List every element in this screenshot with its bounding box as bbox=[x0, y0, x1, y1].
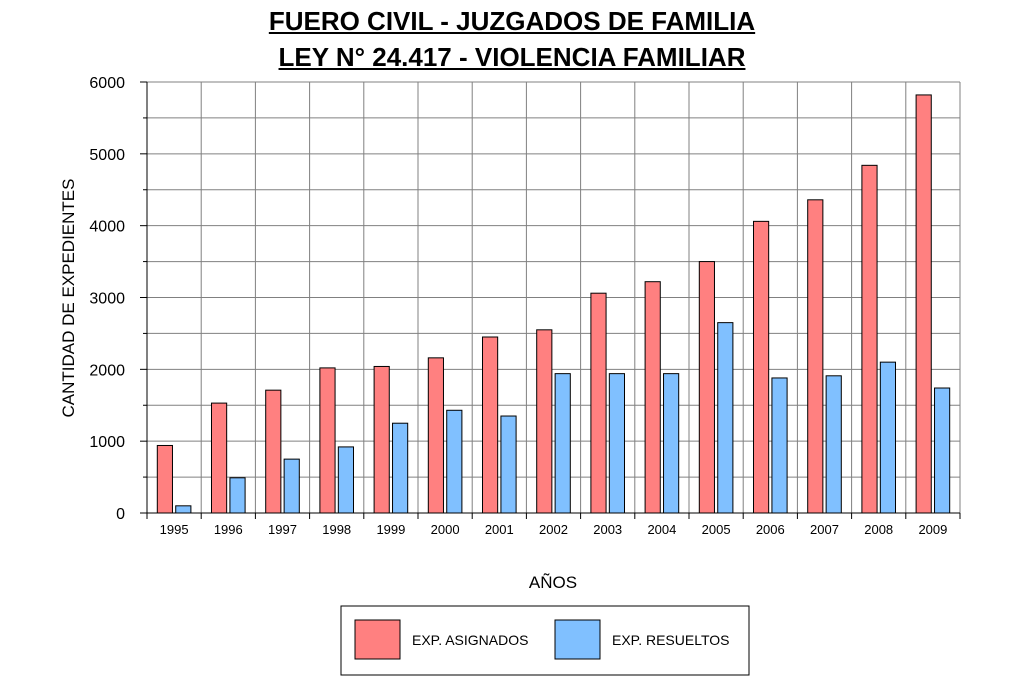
bar-asignados-1995 bbox=[156, 444, 173, 514]
bar-resueltos-1998 bbox=[337, 446, 355, 514]
bar-asignados-1998 bbox=[319, 367, 336, 514]
bar-asignados-2007 bbox=[807, 199, 824, 514]
x-tick-label-2009: 2009 bbox=[918, 522, 947, 537]
x-tick-label-2003: 2003 bbox=[593, 522, 622, 537]
bar-asignados-1999 bbox=[373, 365, 390, 514]
bar-asignados-1996 bbox=[210, 402, 228, 514]
bar-resueltos-2006 bbox=[771, 377, 788, 514]
bar-resueltos-2005 bbox=[717, 322, 734, 514]
y-tick-label: 4000 bbox=[89, 219, 125, 236]
legend-box bbox=[340, 605, 750, 676]
bar-resueltos-1997 bbox=[283, 458, 300, 514]
bar-resueltos-1999 bbox=[392, 422, 409, 514]
bars bbox=[156, 94, 951, 514]
gridlines bbox=[146, 81, 961, 514]
x-tick-label-2005: 2005 bbox=[702, 522, 731, 537]
chart-title-line-1: FUERO CIVIL - JUZGADOS DE FAMILIA bbox=[268, 6, 756, 36]
x-axis-label: AÑOS bbox=[529, 573, 577, 592]
bar-resueltos-2004 bbox=[663, 373, 680, 514]
legend-swatch-resueltos bbox=[554, 619, 601, 660]
bar-resueltos-2007 bbox=[825, 375, 842, 514]
x-tick-label-1998: 1998 bbox=[322, 522, 351, 537]
bar-resueltos-2002 bbox=[554, 373, 571, 514]
chart-title-line-2: LEY N° 24.417 - VIOLENCIA FAMILIAR bbox=[278, 42, 746, 72]
legend-label-asignados: EXP. ASIGNADOS bbox=[412, 632, 528, 648]
bar-asignados-2008 bbox=[861, 164, 878, 514]
x-tick-label-2002: 2002 bbox=[539, 522, 568, 537]
x-tick-label-1995: 1995 bbox=[160, 522, 189, 537]
x-tick-label-1999: 1999 bbox=[376, 522, 405, 537]
y-tick-labels: 0 1000 2000 3000 4000 5000 6000 bbox=[89, 75, 125, 523]
x-tick-label-1996: 1996 bbox=[214, 522, 243, 537]
y-axis-label: CANTIDAD DE EXPEDIENTES bbox=[59, 179, 78, 418]
bar-asignados-2001 bbox=[481, 336, 499, 514]
bar-asignados-1997 bbox=[265, 389, 282, 514]
bar-resueltos-2008 bbox=[879, 361, 897, 514]
legend: EXP. ASIGNADOS EXP. RESUELTOS bbox=[340, 605, 750, 676]
x-tick-label-2007: 2007 bbox=[810, 522, 839, 537]
bar-asignados-2000 bbox=[427, 357, 444, 514]
x-tick-label-2001: 2001 bbox=[485, 522, 514, 537]
y-tick-label: 0 bbox=[116, 506, 125, 523]
bar-asignados-2003 bbox=[590, 292, 607, 514]
bar-asignados-2005 bbox=[698, 261, 715, 514]
x-tick-label-1997: 1997 bbox=[268, 522, 297, 537]
bar-resueltos-1996 bbox=[229, 477, 246, 514]
y-tick-label: 2000 bbox=[89, 362, 125, 379]
bar-resueltos-2001 bbox=[500, 415, 517, 514]
x-tick-label-2000: 2000 bbox=[431, 522, 460, 537]
x-tick-labels: 1995 1996 1997 1998 1999 2000 2001 2002 2003 2004… bbox=[160, 522, 948, 537]
x-tick-label-2008: 2008 bbox=[864, 522, 893, 537]
bar-asignados-2004 bbox=[644, 281, 661, 514]
x-tick-label-2006: 2006 bbox=[756, 522, 785, 537]
bar-resueltos-2000 bbox=[446, 409, 463, 514]
bar-asignados-2009 bbox=[915, 94, 932, 514]
bar-resueltos-1995 bbox=[175, 505, 192, 514]
y-tick-label: 6000 bbox=[89, 75, 125, 92]
bar-asignados-2006 bbox=[752, 220, 770, 514]
legend-swatch-asignados bbox=[354, 619, 401, 660]
y-tick-label: 5000 bbox=[89, 147, 125, 164]
y-tick-label: 1000 bbox=[89, 434, 125, 451]
legend-label-resueltos: EXP. RESUELTOS bbox=[612, 632, 730, 648]
bar-resueltos-2009 bbox=[934, 387, 951, 514]
bar-resueltos-2003 bbox=[608, 373, 626, 514]
x-tick-label-2004: 2004 bbox=[647, 522, 676, 537]
axes bbox=[140, 81, 961, 519]
bar-asignados-2002 bbox=[536, 329, 553, 514]
y-tick-label: 3000 bbox=[89, 291, 125, 308]
